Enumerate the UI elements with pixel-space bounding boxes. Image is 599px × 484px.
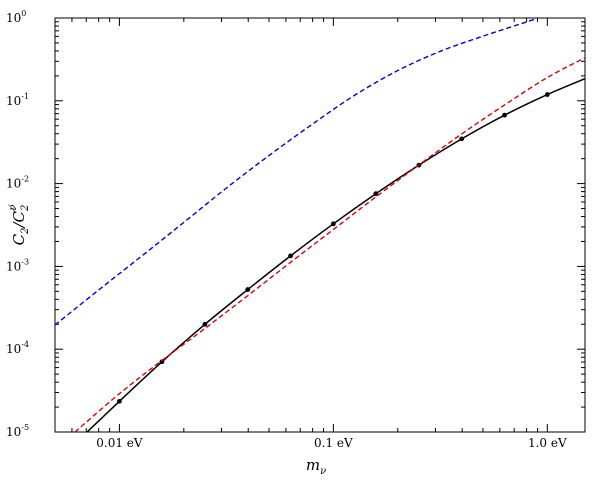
series-point [502,112,507,118]
plot-frame [54,17,586,433]
series-point [459,136,465,142]
series-point [117,398,122,404]
series-layer [55,18,585,432]
y-tick-label: 10-2 [6,175,29,191]
series-line-3 [55,18,538,326]
y-tick-label: 100 [6,9,26,25]
y-tick-label: 10-3 [6,257,29,273]
tick-labels: 0.01 eV 0.1 eV 1.0 eV 10-5 10-4 10-3 10-2 10-1 1… [6,9,567,450]
x-axis-label: mν [306,456,326,477]
x-tick-label: 0.01 eV [96,436,143,450]
y-tick-label: 10-1 [6,92,29,108]
series-point [202,321,208,327]
series-point [330,221,336,227]
y-axis-label: C2/C2ν̸ [8,204,31,246]
series-line-1 [86,77,585,432]
series-point [544,92,550,97]
y-tick-label: 10-5 [6,423,29,439]
x-tick-label: 0.1 eV [314,436,353,450]
x-tick-label: 1.0 eV [528,436,567,450]
series-point [288,253,293,259]
series-point [245,287,251,292]
axis-ticks [54,17,585,433]
series-line-2 [74,57,585,432]
series-point [373,191,379,197]
series-point [159,359,165,365]
y-tick-label: 10-4 [6,340,29,356]
series-group [55,18,585,432]
